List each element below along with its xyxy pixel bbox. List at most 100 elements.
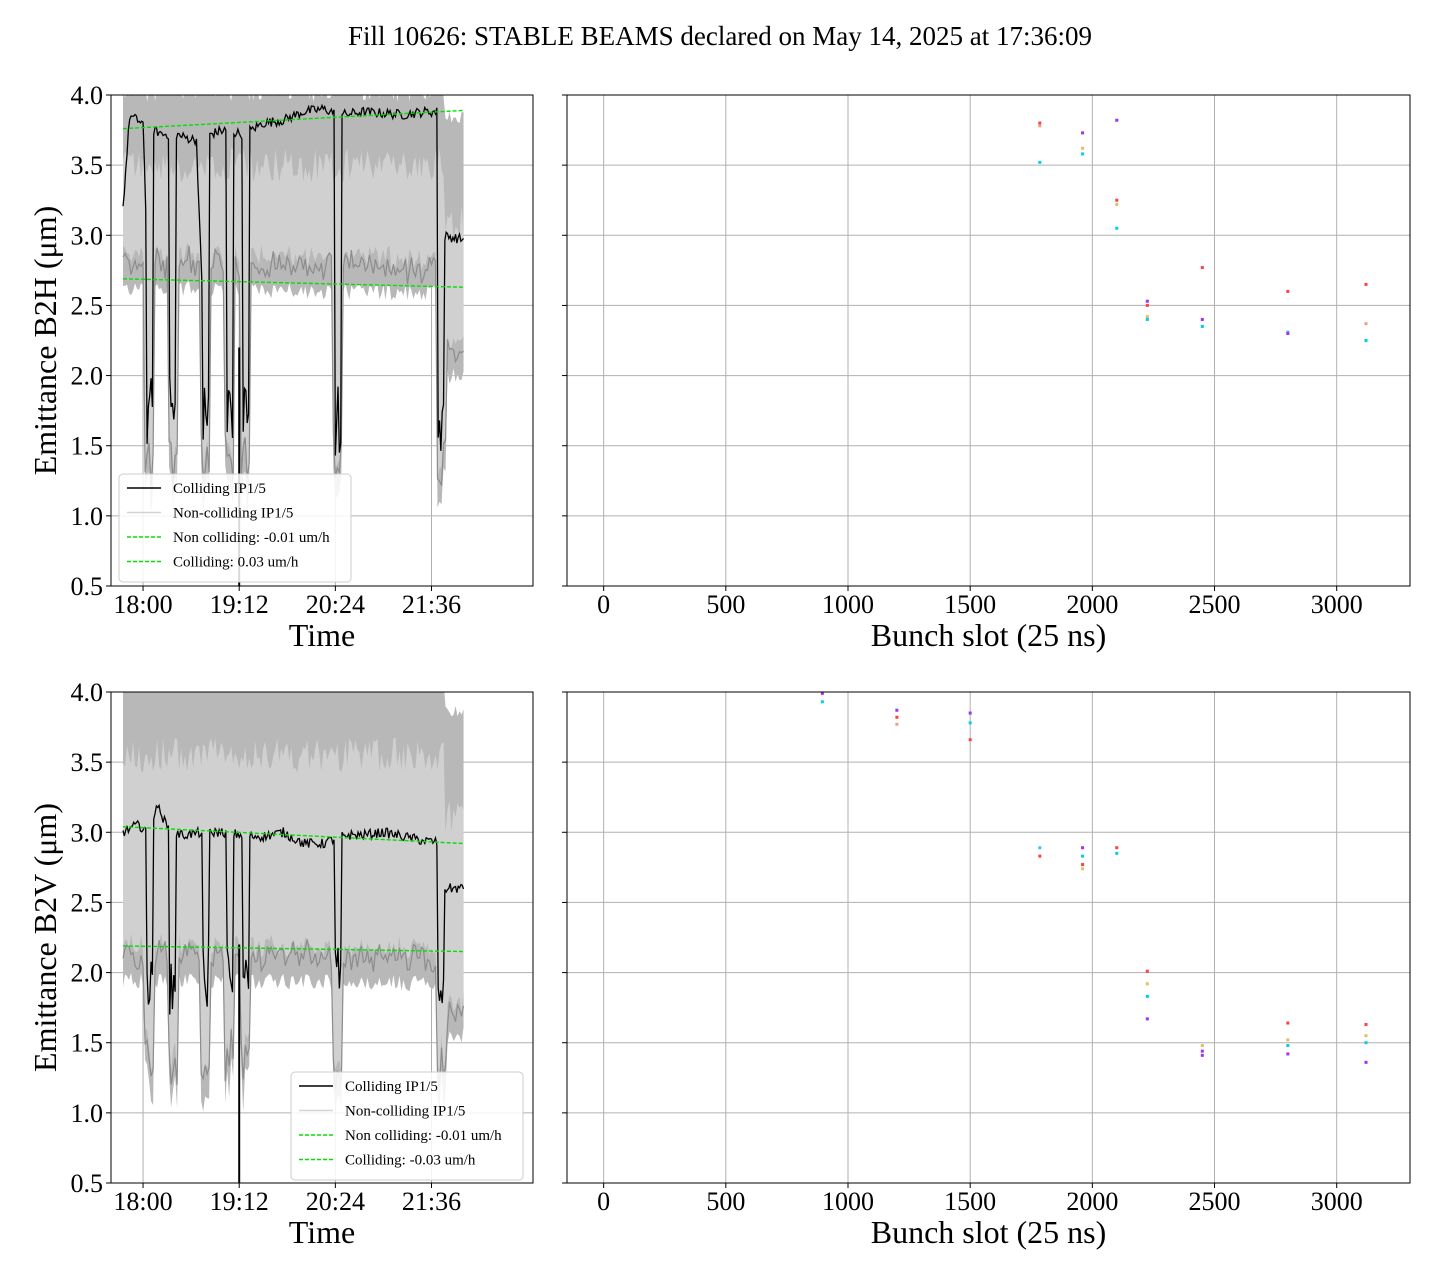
x-tick-label: 1500 xyxy=(944,1187,996,1216)
bunch-point xyxy=(1115,202,1119,206)
bunch-point xyxy=(1145,299,1149,303)
x-tick-label: 2500 xyxy=(1189,590,1241,619)
y-axis-label: Emittance B2V (μm) xyxy=(27,803,63,1072)
legend: Colliding IP1/5 Non-colliding IP1/5 Non co… xyxy=(118,473,352,583)
y-tick-label: 2.0 xyxy=(71,959,104,988)
x-axis-label: Bunch slot (25 ns) xyxy=(871,617,1107,653)
bunch-point xyxy=(1364,1041,1368,1045)
bunch-point xyxy=(1200,317,1204,321)
bunch-point xyxy=(1115,198,1119,202)
bunch-point xyxy=(1145,1017,1149,1021)
bunch-point xyxy=(1286,1038,1290,1042)
bunch-point xyxy=(895,722,899,726)
legend: Colliding IP1/5 Non-colliding IP1/5 Non co… xyxy=(290,1071,524,1181)
x-tick-label: 21:36 xyxy=(402,1187,461,1216)
y-axis xyxy=(562,691,567,1184)
bunch-point xyxy=(820,692,824,695)
x-tick-label: 500 xyxy=(706,590,745,619)
bunch-point xyxy=(1364,322,1368,326)
axes-frame xyxy=(566,691,1411,1184)
axes-frame xyxy=(566,94,1411,587)
x-tick-label: 2000 xyxy=(1066,1187,1118,1216)
bunch-point xyxy=(1115,118,1119,122)
bunch-point xyxy=(1145,969,1149,973)
colliding-trace xyxy=(122,103,465,456)
legend-box xyxy=(290,1071,524,1181)
bunch-point xyxy=(1286,1021,1290,1025)
fit-line-0 xyxy=(123,278,464,288)
bunch-point xyxy=(1081,146,1085,150)
bunch-point xyxy=(1145,317,1149,321)
axes-frame xyxy=(110,691,534,1184)
y-tick-label: 3.5 xyxy=(71,748,104,777)
bunch-point xyxy=(1286,289,1290,293)
bunch-point xyxy=(1145,982,1149,986)
noncolliding-inner-band xyxy=(123,737,464,1078)
bunch-point xyxy=(1038,846,1042,850)
bunch-point xyxy=(820,700,824,704)
y-tick-label: 1.0 xyxy=(71,502,104,531)
x-tick-label: 2000 xyxy=(1066,590,1118,619)
bunch-point xyxy=(1038,160,1042,164)
plot-area xyxy=(122,692,465,1183)
panel-b2v-bunch: 0 500 1000 1500 2000 2500 3000 Bunch slot (25 n… xyxy=(562,691,1411,1250)
bunch-point xyxy=(1200,1049,1204,1053)
legend-label: Non-colliding IP1/5 xyxy=(345,1104,465,1120)
bunch-point xyxy=(1145,303,1149,307)
bunch-point xyxy=(1286,1044,1290,1048)
plot-area xyxy=(820,692,1368,1064)
x-axis: 18:00 19:12 20:24 21:36 xyxy=(113,1183,461,1216)
x-tick-label: 20:24 xyxy=(306,1187,365,1216)
x-tick-label: 3000 xyxy=(1311,590,1363,619)
x-tick-label: 18:00 xyxy=(113,590,172,619)
y-tick-label: 0.5 xyxy=(71,572,104,601)
x-axis: 18:00 19:12 20:24 21:36 xyxy=(113,586,461,619)
y-axis-label: Emittance B2H (μm) xyxy=(27,206,63,476)
bunch-point xyxy=(1200,324,1204,328)
legend-label: Non colliding: -0.01 um/h xyxy=(345,1128,502,1144)
bunch-point xyxy=(1286,331,1290,335)
legend-label: Colliding IP1/5 xyxy=(173,481,266,497)
bunch-point xyxy=(1364,339,1368,342)
bunch-point xyxy=(1286,1052,1290,1056)
y-tick-label: 3.5 xyxy=(71,151,104,180)
panel-b2h-time: 0.5 1.0 1.5 2.0 2.5 3.0 3.5 4.0 18:00 19:12 20:24 2… xyxy=(27,81,534,653)
y-tick-label: 4.0 xyxy=(71,81,104,110)
x-axis: 0 500 1000 1500 2000 2500 3000 xyxy=(597,1183,1363,1216)
x-tick-label: 1500 xyxy=(944,590,996,619)
plot-area xyxy=(1038,118,1368,342)
bunch-point xyxy=(1115,226,1119,230)
legend-label: Colliding: -0.03 um/h xyxy=(345,1153,476,1169)
bunch-point xyxy=(968,738,972,742)
bunch-point xyxy=(1364,1034,1368,1038)
bunch-point xyxy=(1081,846,1085,850)
legend-label: Colliding IP1/5 xyxy=(345,1079,438,1095)
bunch-point xyxy=(968,711,972,715)
panels: 0.5 1.0 1.5 2.0 2.5 3.0 3.5 4.0 18:00 19:12 20:24 2… xyxy=(27,81,1411,1250)
y-tick-label: 0.5 xyxy=(71,1169,104,1198)
bunch-point xyxy=(895,715,899,719)
bunch-point xyxy=(1115,851,1119,855)
x-axis-label: Time xyxy=(289,617,355,653)
bunch-point xyxy=(1081,863,1085,867)
x-tick-label: 19:12 xyxy=(210,590,269,619)
fit-line-1 xyxy=(122,109,464,130)
y-tick-label: 1.5 xyxy=(71,432,104,461)
noncolliding-edge-line xyxy=(122,246,464,487)
x-tick-label: 20:24 xyxy=(306,590,365,619)
plot-area xyxy=(122,95,465,586)
x-tick-label: 18:00 xyxy=(113,1187,172,1216)
y-tick-label: 2.5 xyxy=(71,291,104,320)
legend-label: Colliding: 0.03 um/h xyxy=(173,555,299,571)
y-tick-label: 3.0 xyxy=(71,818,104,847)
x-tick-label: 500 xyxy=(706,1187,745,1216)
bunch-point xyxy=(1364,1060,1368,1064)
axes-frame xyxy=(110,94,534,587)
x-tick-label: 2500 xyxy=(1189,1187,1241,1216)
y-tick-label: 3.0 xyxy=(71,221,104,250)
bunch-point xyxy=(1200,1044,1204,1048)
colliding-trace xyxy=(122,803,465,1015)
y-tick-label: 4.0 xyxy=(71,678,104,707)
bunch-point xyxy=(1081,131,1085,135)
